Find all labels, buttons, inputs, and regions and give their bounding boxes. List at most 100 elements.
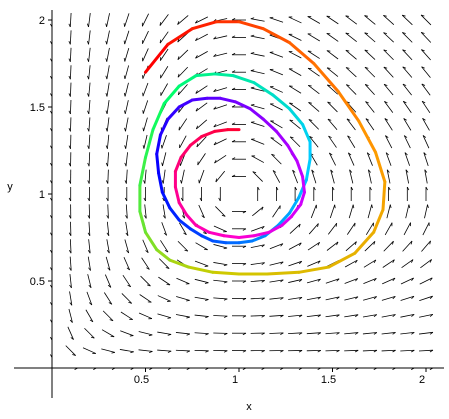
field-arrow-head xyxy=(124,197,128,202)
field-arrow xyxy=(326,67,339,77)
field-arrow xyxy=(272,170,281,183)
curve-point-link xyxy=(151,102,166,132)
curve-point-link xyxy=(144,230,159,252)
field-arrow xyxy=(405,169,410,184)
field-arrow xyxy=(105,256,111,271)
field-arrow xyxy=(325,332,340,335)
curve-point-link xyxy=(289,202,303,219)
field-arrow xyxy=(87,274,92,288)
field-arrow-head xyxy=(231,18,236,21)
field-arrow xyxy=(138,331,153,336)
field-arrow-head xyxy=(146,267,150,270)
field-arrow xyxy=(424,169,428,184)
field-arrow xyxy=(288,260,302,267)
field-arrow-head xyxy=(406,186,410,191)
field-arrow-head xyxy=(289,119,294,122)
field-arrow xyxy=(179,222,187,236)
field-arrow-head xyxy=(330,169,334,173)
field-arrow xyxy=(213,121,227,128)
field-arrow xyxy=(69,65,72,80)
field-arrow-head xyxy=(384,118,389,121)
field-arrow-head xyxy=(218,197,221,202)
field-arrow xyxy=(402,83,412,96)
field-arrow-head xyxy=(106,197,109,202)
field-arrow-head xyxy=(68,162,71,167)
field-arrow-head xyxy=(373,296,377,300)
field-arrow-head xyxy=(250,34,255,37)
field-arrow-head xyxy=(105,145,108,149)
curve-point-link xyxy=(267,223,284,234)
field-arrow xyxy=(195,51,208,59)
curve-point-link xyxy=(248,107,265,121)
field-arrow-head xyxy=(329,152,333,156)
field-arrow-head xyxy=(68,180,71,184)
field-arrow xyxy=(107,134,110,149)
field-arrow-head xyxy=(392,277,396,282)
field-arrow-head xyxy=(231,139,236,143)
field-arrow-head xyxy=(425,186,428,191)
curve-point-link xyxy=(207,230,226,238)
field-arrow xyxy=(270,137,283,147)
field-arrow xyxy=(289,223,301,234)
field-arrow xyxy=(289,119,301,130)
field-arrow xyxy=(157,295,171,302)
field-arrow-head xyxy=(354,349,359,353)
field-arrow-head xyxy=(422,117,426,121)
field-arrow xyxy=(364,66,376,78)
field-arrow-head xyxy=(231,122,236,125)
field-arrow-head xyxy=(328,135,332,139)
field-arrow-head xyxy=(167,317,172,319)
field-arrow xyxy=(326,50,339,60)
field-arrow-head xyxy=(186,350,191,353)
field-arrow xyxy=(213,138,227,146)
field-arrow-head xyxy=(383,14,387,17)
y-tick-label: 1.5 xyxy=(30,102,45,114)
field-arrow-head xyxy=(87,128,90,132)
field-arrow xyxy=(269,243,284,250)
field-arrow xyxy=(177,84,188,96)
field-arrow xyxy=(179,135,187,149)
field-arrow xyxy=(269,69,284,76)
field-arrow-head xyxy=(280,243,284,247)
field-arrow-head xyxy=(261,332,265,336)
field-arrow-head xyxy=(346,118,351,121)
field-arrow xyxy=(107,204,109,219)
field-arrow-head xyxy=(280,350,284,353)
field-arrow-head xyxy=(125,215,128,219)
field-arrow xyxy=(70,99,72,115)
curve-point-link xyxy=(200,234,215,243)
field-arrow xyxy=(250,18,265,22)
field-arrow-head xyxy=(68,128,71,132)
field-arrow-head xyxy=(223,333,228,336)
axes xyxy=(14,10,444,398)
field-arrow-head xyxy=(257,186,260,191)
field-arrow-head xyxy=(69,284,72,289)
field-arrow-head xyxy=(162,197,165,202)
field-arrow-head xyxy=(272,170,277,173)
field-arrow xyxy=(269,261,284,266)
field-arrow xyxy=(68,308,73,323)
field-arrow-head xyxy=(411,296,415,300)
field-arrow-head xyxy=(261,315,265,318)
curve-point-link xyxy=(233,100,252,111)
field-arrow xyxy=(307,260,321,267)
field-arrow xyxy=(386,204,391,219)
field-arrow xyxy=(123,257,131,271)
x-tick-label: 2 xyxy=(419,374,425,386)
curve-point-link xyxy=(168,206,181,222)
field-arrow-head xyxy=(383,32,387,34)
field-arrow xyxy=(384,118,393,131)
field-arrow-head xyxy=(261,244,265,248)
field-arrow xyxy=(106,117,110,132)
curve-point-link xyxy=(231,74,256,85)
field-arrow-head xyxy=(105,127,108,132)
field-arrow-head xyxy=(106,215,109,219)
field-arrow xyxy=(250,279,265,283)
field-arrow-head xyxy=(105,162,108,167)
field-arrow xyxy=(160,240,169,253)
field-arrow-head xyxy=(354,241,357,245)
field-arrow xyxy=(159,48,169,61)
field-arrow-head xyxy=(317,242,320,246)
field-arrow xyxy=(88,221,91,236)
field-arrow xyxy=(106,47,110,62)
